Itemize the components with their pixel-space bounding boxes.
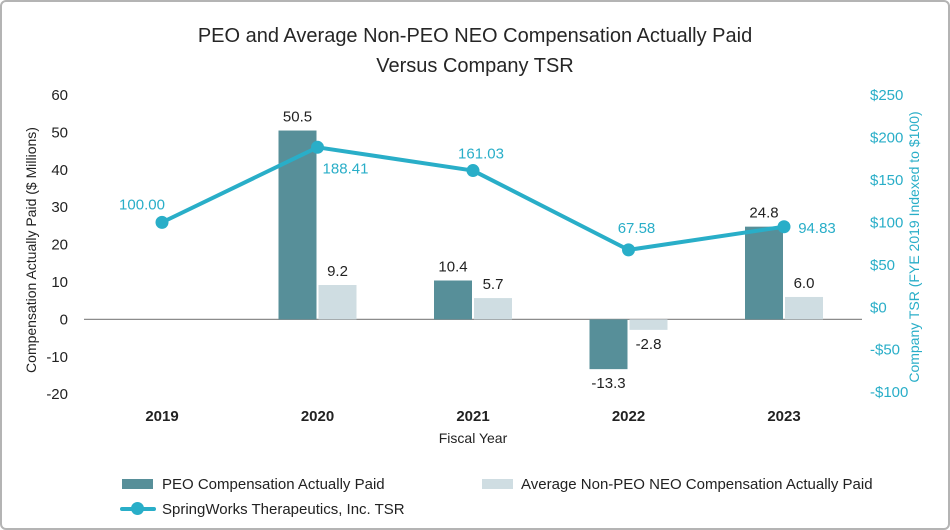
left-axis-tick: 20	[51, 237, 68, 254]
neo-bar	[785, 296, 823, 320]
right-axis-title: Company TSR (FYE 2019 Indexed to $100)	[906, 111, 922, 383]
tsr-value-label: 94.83	[798, 220, 836, 237]
left-axis-tick: 50	[51, 124, 68, 141]
right-axis-tick: -$50	[870, 342, 900, 359]
tsr-value-label: 67.58	[618, 220, 656, 237]
tsr-point	[155, 215, 169, 229]
x-tick-label: 2023	[767, 408, 800, 425]
bar-value-label: 9.2	[327, 263, 348, 280]
neo-bar	[629, 319, 668, 330]
neo-bar	[318, 284, 357, 320]
tsr-value-label: 100.00	[119, 196, 165, 213]
x-tick-label: 2022	[612, 408, 645, 425]
left-axis-tick: 0	[60, 311, 68, 328]
chart-title-line2: Versus Company TSR	[376, 55, 574, 77]
peo-bar	[745, 226, 783, 320]
left-axis-tick: 30	[51, 199, 68, 216]
legend-label-neo: Average Non-PEO NEO Compensation Actuall…	[521, 476, 873, 493]
right-axis-tick: $0	[870, 299, 887, 316]
peo-bar	[589, 319, 628, 370]
right-axis-tick: $150	[870, 172, 903, 189]
bar-value-label: 5.7	[483, 276, 504, 293]
right-axis-tick: -$100	[870, 384, 908, 401]
left-axis-tick: -20	[46, 386, 68, 403]
bar-value-label: 6.0	[794, 275, 815, 292]
bar-value-label: 50.5	[283, 109, 312, 126]
x-tick-label: 2020	[301, 408, 334, 425]
right-axis-tick: $250	[870, 87, 903, 104]
left-axis-tick: -10	[46, 349, 68, 366]
left-axis-tick: 10	[51, 274, 68, 291]
left-axis-title: Compensation Actually Paid ($ Millions)	[23, 127, 39, 373]
legend-label-tsr: SpringWorks Therapeutics, Inc. TSR	[162, 501, 405, 518]
tsr-point	[466, 164, 480, 178]
tsr-point	[311, 140, 324, 154]
right-axis-tick: $100	[870, 214, 903, 231]
tsr-value-label: 161.03	[458, 146, 504, 163]
chart-title-line1: PEO and Average Non-PEO NEO Compensation…	[197, 25, 753, 47]
legend-label-peo: PEO Compensation Actually Paid	[162, 476, 385, 493]
right-axis-tick: $200	[870, 129, 903, 146]
tsr-dot-marker-icon	[131, 502, 144, 515]
chart-title: PEO and Average Non-PEO NEO Compensation…	[2, 21, 948, 81]
neo-bar	[474, 298, 512, 320]
right-axis-tick: $50	[870, 257, 895, 274]
neo-bar-swatch-icon	[482, 479, 513, 489]
x-axis-title: Fiscal Year	[438, 430, 508, 446]
bar-value-label: 10.4	[438, 259, 467, 276]
bar-value-label: -13.3	[591, 375, 625, 392]
peo-bar-swatch-icon	[122, 479, 153, 489]
tsr-point	[622, 243, 635, 257]
bar-value-label: 24.8	[749, 205, 778, 222]
peo-bar	[434, 280, 472, 320]
left-axis-tick: 60	[51, 87, 68, 104]
x-tick-label: 2021	[456, 408, 489, 425]
tsr-line	[160, 145, 786, 252]
x-tick-label: 2019	[145, 408, 178, 425]
left-axis-tick: 40	[51, 162, 68, 179]
tsr-value-label: 188.41	[323, 160, 369, 177]
tsr-point	[777, 220, 791, 234]
bar-value-label: -2.8	[636, 336, 662, 353]
